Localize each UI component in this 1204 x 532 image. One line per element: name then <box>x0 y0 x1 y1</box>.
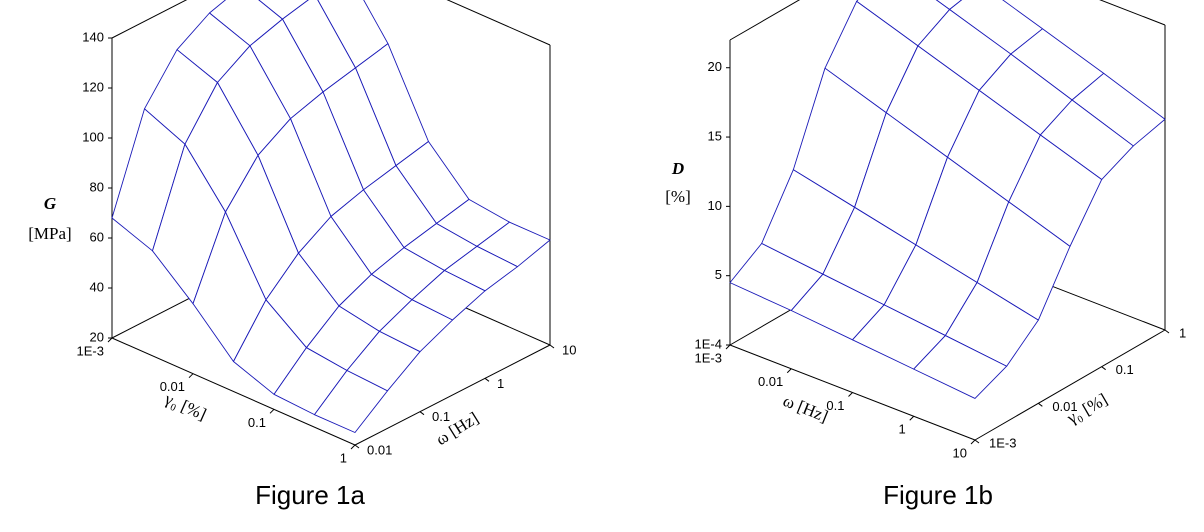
z-tick-label: 80 <box>90 179 104 194</box>
z-tick-label: 100 <box>82 129 104 144</box>
surface-cell <box>913 335 1008 399</box>
z-tick-label: 60 <box>90 229 104 244</box>
y-tick <box>1164 329 1170 334</box>
z-axis-label: D <box>671 159 684 178</box>
z-tick-label: 5 <box>715 267 722 282</box>
x-tick <box>725 344 731 350</box>
y-tick-label: 10 <box>562 342 576 357</box>
box-edge <box>974 329 1166 441</box>
z-tick-label: 15 <box>708 128 722 143</box>
x-tick-label: 10 <box>953 445 967 460</box>
y-tick-label: 1E-3 <box>989 435 1016 450</box>
x-axis-label: γ₀ [%] <box>161 389 209 424</box>
y-tick-label: 0.1 <box>1116 362 1134 377</box>
x-tick <box>188 373 194 379</box>
y-tick-label: 1 <box>497 376 504 391</box>
y-tick <box>484 377 490 382</box>
x-axis-label: ω [Hz] <box>780 391 830 426</box>
box-edge <box>111 337 356 446</box>
y-tick-label: 0.01 <box>1052 399 1077 414</box>
x-tick-label: 1E-3 <box>77 343 104 358</box>
x-tick-label: 1 <box>340 450 347 465</box>
x-tick <box>269 408 275 414</box>
z-tick-label: 20 <box>708 59 722 74</box>
z-tick-label: 120 <box>82 79 104 94</box>
x-tick <box>848 392 853 397</box>
caption: Figure 1a <box>255 480 365 510</box>
y-tick <box>354 444 360 449</box>
x-tick <box>350 444 356 450</box>
y-tick <box>1038 402 1043 407</box>
x-tick <box>107 337 113 343</box>
x-tick-label: 0.01 <box>758 374 783 389</box>
z-tick-label: 1E-4 <box>695 336 722 351</box>
caption: Figure 1b <box>883 480 993 510</box>
box-edge <box>111 0 188 39</box>
z-tick-label: 10 <box>708 198 722 213</box>
surface-cell <box>935 0 963 10</box>
y-tick <box>419 411 425 416</box>
x-tick <box>786 368 792 374</box>
z-tick-label: 140 <box>82 29 104 44</box>
z-axis-unit: [MPa] <box>28 224 71 243</box>
y-tick <box>549 344 555 349</box>
z-tick-label: 40 <box>90 279 104 294</box>
surface-cell <box>314 370 388 433</box>
z-axis-label: G <box>44 194 57 213</box>
box-edge <box>354 344 551 446</box>
x-tick-label: 0.01 <box>160 379 185 394</box>
box-edge <box>1099 0 1166 26</box>
y-tick-label: 1 <box>1179 325 1186 340</box>
x-tick-label: 0.1 <box>826 398 844 413</box>
x-tick <box>970 439 976 445</box>
y-axis-label: γ₀ [%] <box>1063 390 1111 429</box>
z-tick-label: 20 <box>90 329 104 344</box>
y-tick <box>974 439 980 444</box>
y-tick-label: 0.1 <box>432 409 450 424</box>
x-tick-label: 0.1 <box>248 415 266 430</box>
y-tick <box>1101 366 1106 371</box>
x-tick-label: 1 <box>899 422 906 437</box>
z-axis-unit: [%] <box>665 187 690 206</box>
x-tick-label: 1E-3 <box>695 350 722 365</box>
box-edge <box>446 0 551 46</box>
x-tick <box>909 415 915 421</box>
y-tick-label: 0.01 <box>367 442 392 457</box>
box-edge <box>729 0 801 41</box>
